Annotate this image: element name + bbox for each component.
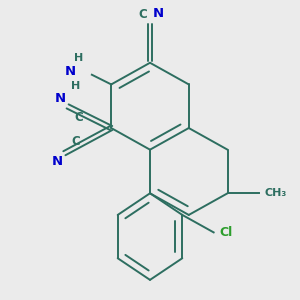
Text: N: N bbox=[52, 155, 63, 168]
Text: N: N bbox=[55, 92, 66, 105]
Text: CH₃: CH₃ bbox=[265, 188, 287, 198]
Text: N: N bbox=[64, 65, 76, 78]
Text: N: N bbox=[153, 7, 164, 20]
Text: H: H bbox=[74, 53, 84, 63]
Text: C: C bbox=[75, 111, 83, 124]
Text: C: C bbox=[71, 135, 80, 148]
Text: H: H bbox=[71, 81, 80, 91]
Text: C: C bbox=[138, 8, 147, 21]
Text: Cl: Cl bbox=[220, 226, 233, 239]
